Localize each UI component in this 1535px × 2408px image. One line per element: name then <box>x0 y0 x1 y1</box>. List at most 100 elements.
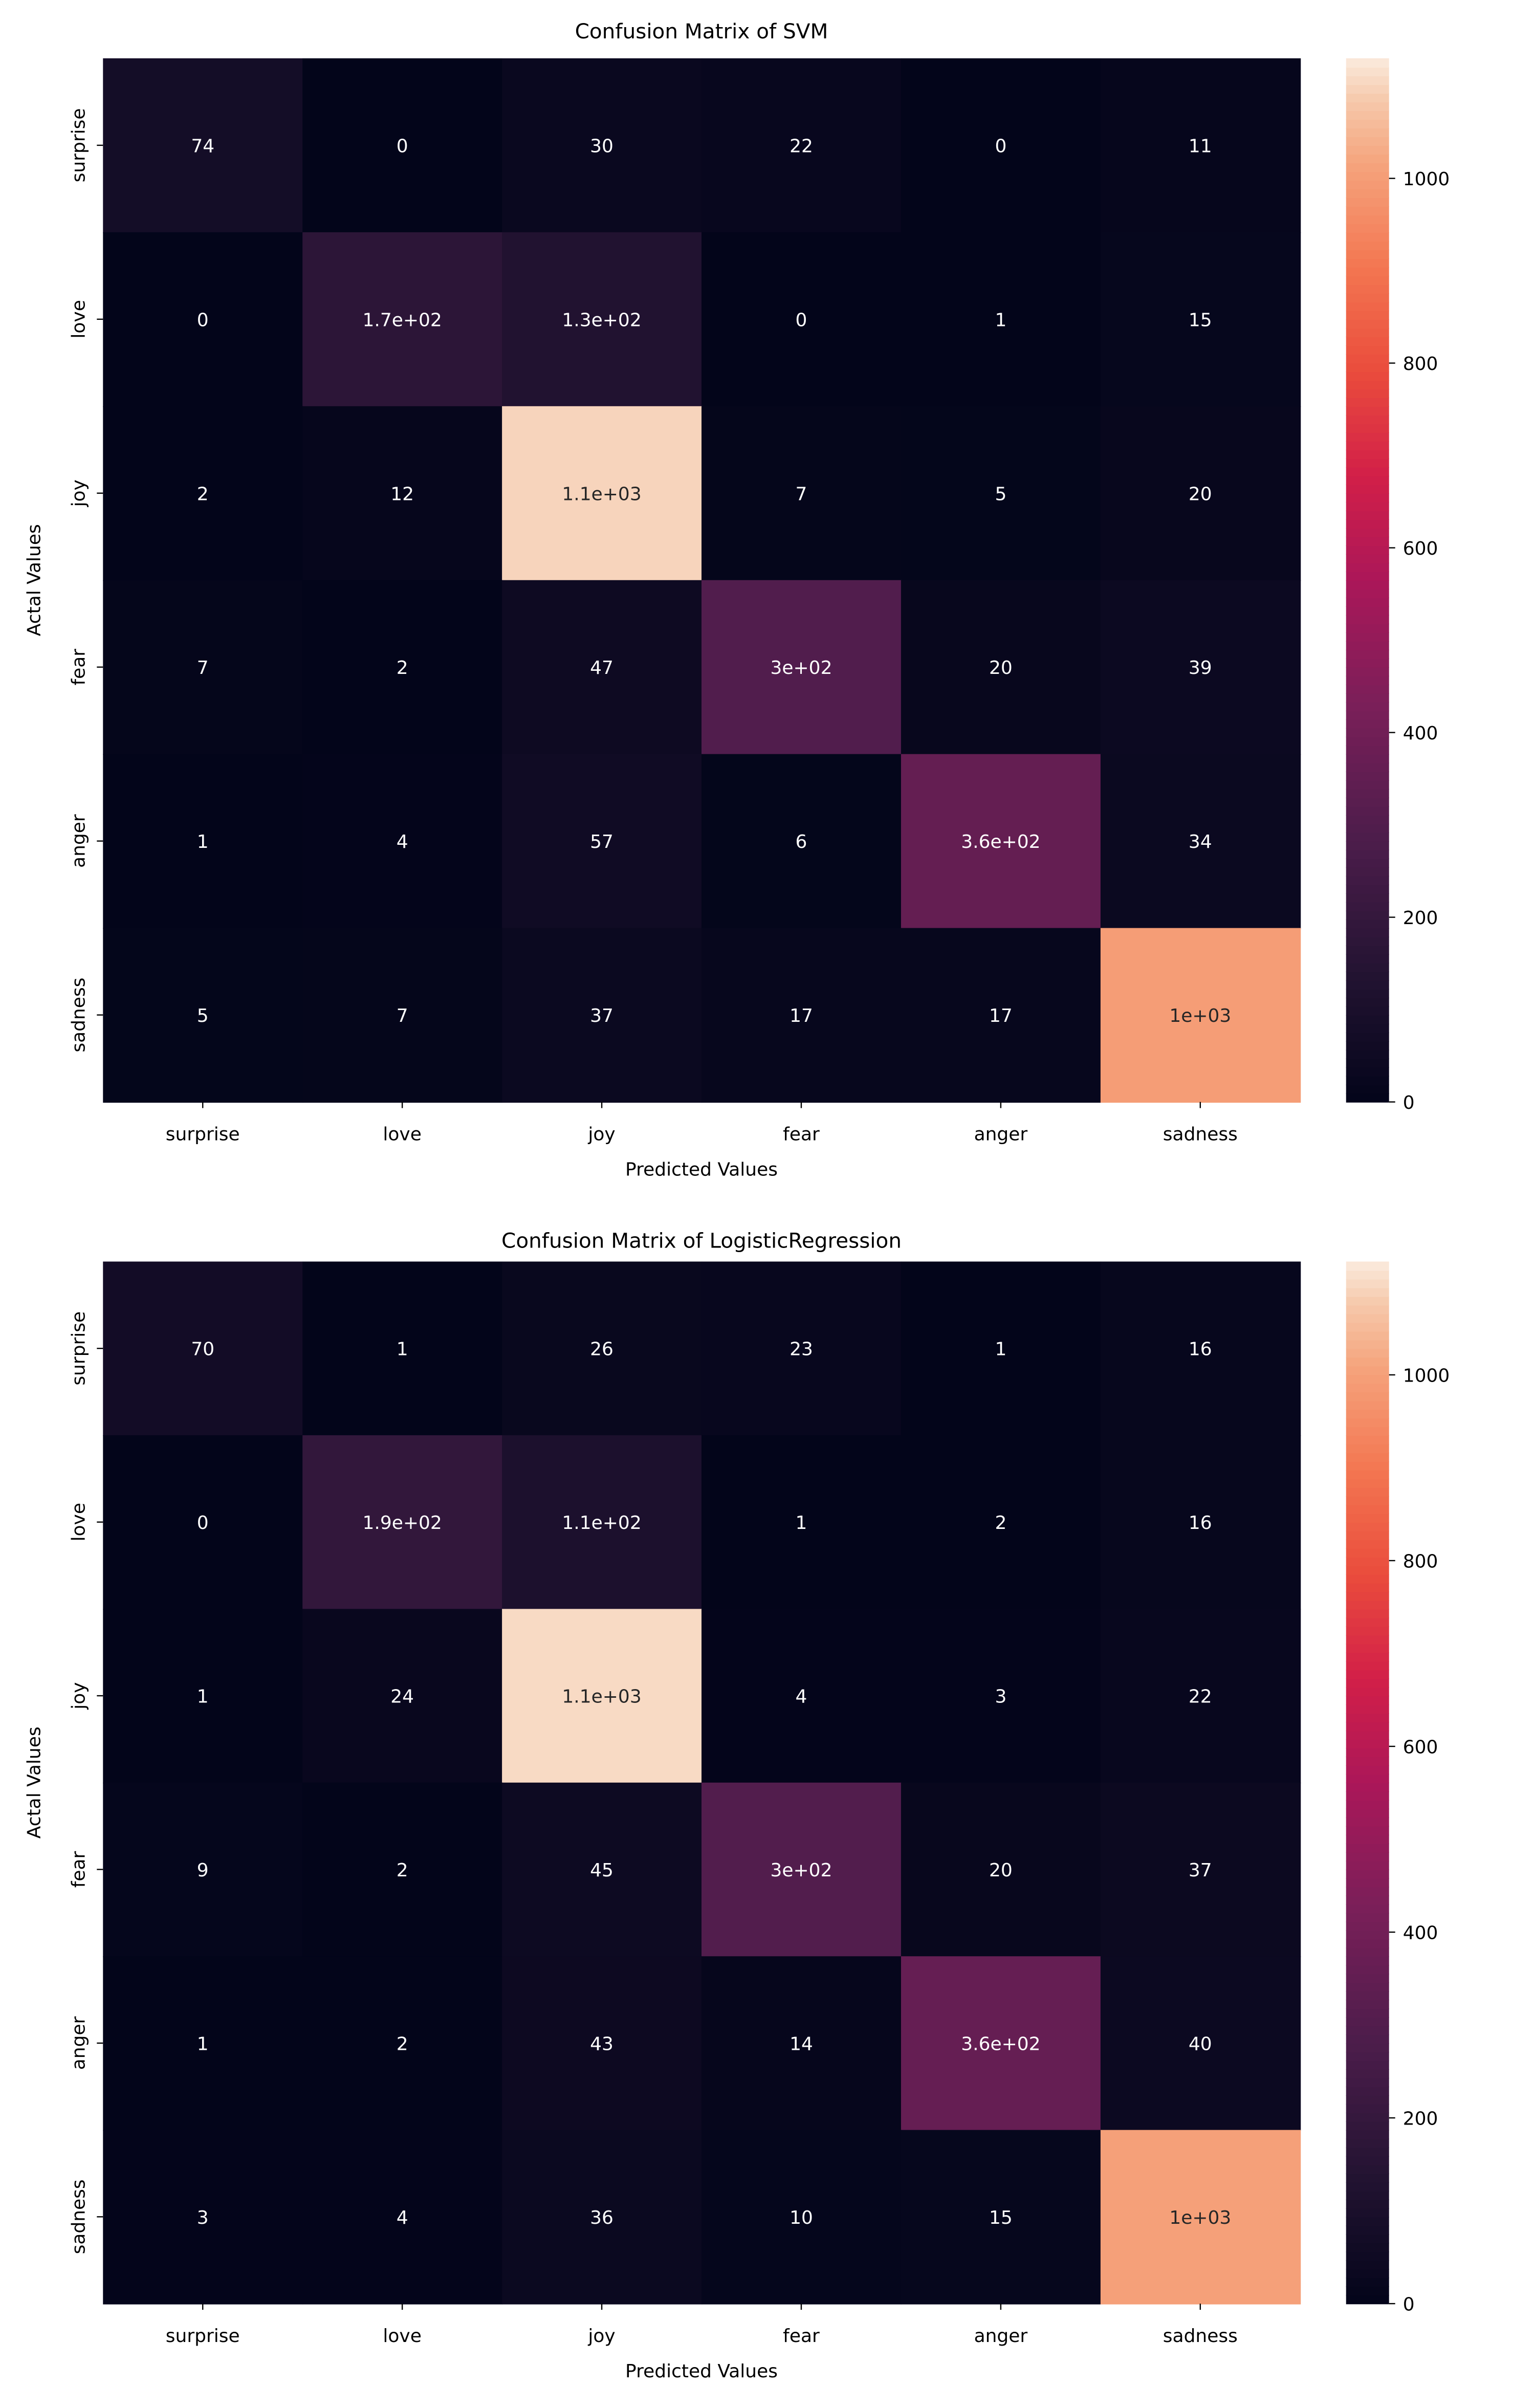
cell-annotation: 22 <box>790 136 813 157</box>
colorbar-segment <box>1346 362 1389 373</box>
colorbar-segment <box>1346 1947 1389 1957</box>
colorbar-segment <box>1346 832 1389 842</box>
x-tick-label: sadness <box>1163 2326 1238 2347</box>
cell-annotation: 2 <box>197 484 209 505</box>
colorbar-segment <box>1346 1530 1389 1540</box>
colorbar-segment <box>1346 2043 1389 2053</box>
cell-joy-surprise <box>103 1609 303 1784</box>
colorbar-segment <box>1346 658 1389 668</box>
colorbar-segment <box>1346 1704 1389 1714</box>
cell-annotation: 45 <box>590 1860 613 1881</box>
colorbar: 0 200 400 600 800 1000 <box>1346 1261 1450 2315</box>
cell-annotation: 20 <box>989 658 1013 678</box>
colorbar-segment <box>1346 702 1389 711</box>
cell-annotation: 6 <box>796 831 807 852</box>
colorbar-segment <box>1346 1348 1389 1358</box>
colorbar-segment <box>1346 493 1389 502</box>
colorbar-segment <box>1346 1548 1389 1558</box>
cell-fear-anger <box>901 1782 1102 1957</box>
colorbar-segment <box>1346 754 1389 763</box>
cell-joy-fear <box>701 1609 902 1784</box>
cell-annotation: 3e+02 <box>770 1860 832 1881</box>
cell-joy-anger <box>901 1609 1102 1784</box>
colorbar-segment <box>1346 1374 1389 1384</box>
x-tick-label: surprise <box>166 2326 240 2347</box>
colorbar-segment <box>1346 1478 1389 1488</box>
colorbar-segment <box>1346 293 1389 303</box>
colorbar-segment <box>1346 2069 1389 2078</box>
colorbar-segment <box>1346 2243 1389 2252</box>
cell-annotation: 20 <box>989 1860 1013 1881</box>
colorbar-segment <box>1346 945 1389 955</box>
y-tick-label: anger <box>68 814 89 868</box>
cell-fear-love <box>302 1782 503 1957</box>
colorbar-segment <box>1346 441 1389 451</box>
colorbar-segment <box>1346 188 1389 199</box>
colorbar-segment <box>1346 1443 1389 1454</box>
cell-anger-sadness <box>1100 754 1301 929</box>
cell-surprise-love <box>302 1261 503 1436</box>
colorbar-segment <box>1346 1504 1389 1514</box>
colorbar-segment <box>1346 762 1389 772</box>
cell-sadness-sadness <box>1100 928 1301 1103</box>
cell-annotation: 16 <box>1189 1513 1212 1534</box>
cell-sadness-joy <box>502 928 703 1103</box>
cell-annotation: 1 <box>995 310 1006 331</box>
colorbar-segment <box>1346 223 1389 233</box>
colorbar-segment <box>1346 397 1389 407</box>
cell-annotation: 30 <box>590 136 613 157</box>
colorbar-segment <box>1346 623 1389 633</box>
cell-love-love <box>302 232 503 407</box>
cell-sadness-sadness <box>1100 2130 1301 2305</box>
cell-surprise-joy <box>502 58 703 233</box>
cell-annotation: 1e+03 <box>1169 2207 1231 2228</box>
cell-fear-fear <box>701 1782 902 1957</box>
colorbar-segment <box>1346 2164 1389 2174</box>
cell-annotation: 70 <box>191 1339 214 1360</box>
y-tick-label: joy <box>68 479 89 507</box>
cell-annotation: 4 <box>397 2207 408 2228</box>
colorbar-segment <box>1346 145 1389 155</box>
colorbar-segment <box>1346 1322 1389 1332</box>
cell-annotation: 22 <box>1189 1687 1212 1708</box>
colorbar-segment <box>1346 2008 1389 2018</box>
cell-love-fear <box>701 232 902 407</box>
colorbar-segment <box>1346 1076 1389 1085</box>
x-tick-label: love <box>383 2326 421 2347</box>
cell-surprise-fear <box>701 1261 902 1436</box>
colorbar-segment <box>1346 528 1389 537</box>
colorbar-segment <box>1346 2034 1389 2044</box>
cell-annotation: 1 <box>796 1513 807 1534</box>
cell-annotation: 1 <box>995 1339 1006 1360</box>
colorbar-segment <box>1346 284 1389 294</box>
colorbar-segment <box>1346 1583 1389 1592</box>
colorbar-segment <box>1346 380 1389 390</box>
colorbar-segment <box>1346 1261 1389 1271</box>
colorbar-segment <box>1346 606 1389 616</box>
colorbar-segment <box>1346 423 1389 433</box>
cell-sadness-love <box>302 928 503 1103</box>
x-tick-label: sadness <box>1163 1124 1238 1145</box>
cell-joy-anger <box>901 406 1102 581</box>
chart-title: Confusion Matrix of SVM <box>575 19 828 43</box>
colorbar-segment <box>1346 1843 1389 1853</box>
cell-annotation: 15 <box>1189 310 1212 331</box>
cell-annotation: 26 <box>590 1339 613 1360</box>
colorbar-segment <box>1346 919 1389 929</box>
colorbar-segment <box>1346 989 1389 998</box>
colorbar-segment <box>1346 841 1389 850</box>
y-tick-label: surprise <box>68 108 89 183</box>
cell-annotation: 3 <box>995 1687 1006 1708</box>
colorbar-segment <box>1346 2156 1389 2165</box>
cell-anger-fear <box>701 1956 902 2131</box>
cell-annotation: 1 <box>397 1339 408 1360</box>
cell-surprise-fear <box>701 58 902 233</box>
colorbar-segment <box>1346 2060 1389 2070</box>
colorbar-segment <box>1346 789 1389 798</box>
x-tick-label: fear <box>783 2326 820 2347</box>
cell-annotation: 17 <box>989 1005 1013 1026</box>
colorbar-segment <box>1346 484 1389 494</box>
colorbar-segment <box>1346 119 1389 129</box>
